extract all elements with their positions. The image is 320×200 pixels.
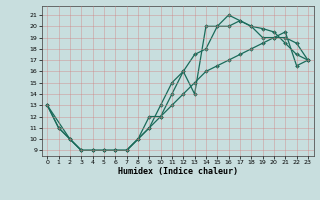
X-axis label: Humidex (Indice chaleur): Humidex (Indice chaleur) (118, 167, 237, 176)
